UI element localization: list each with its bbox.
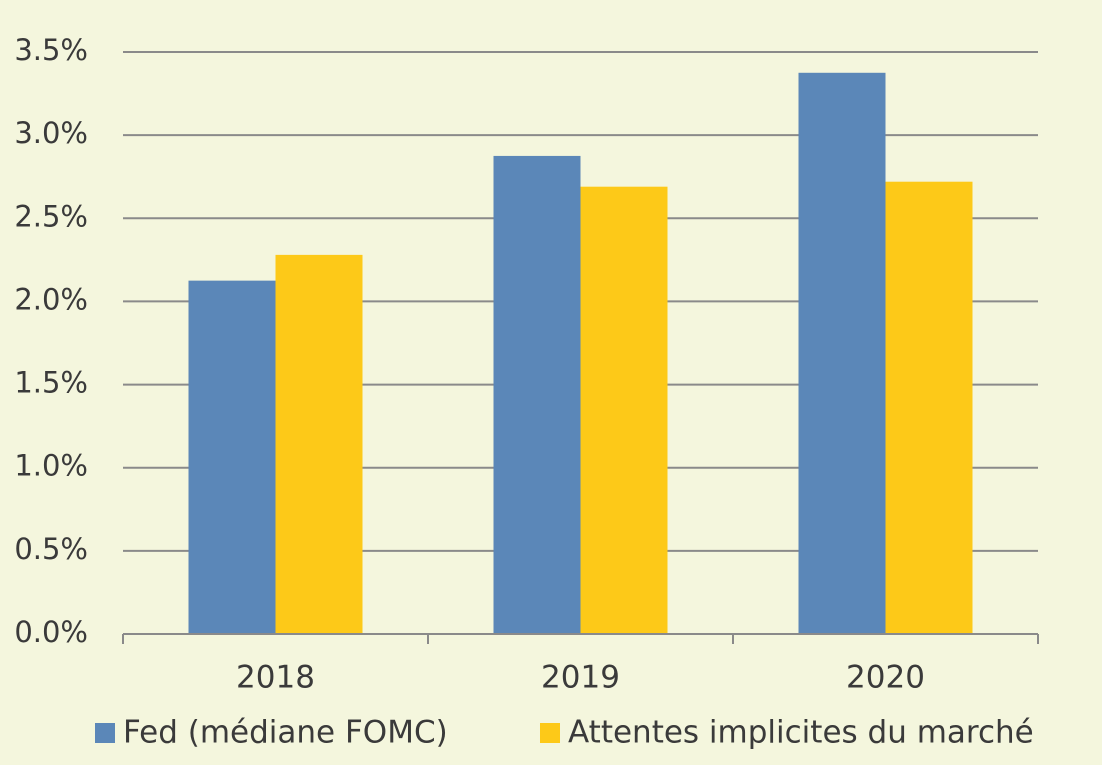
legend-swatch: [540, 723, 560, 743]
x-tick-label: 2019: [541, 660, 620, 696]
legend-swatch: [95, 723, 115, 743]
bar: [275, 254, 363, 634]
y-tick-label: 2.5%: [14, 199, 88, 233]
y-tick-label: 3.0%: [14, 116, 88, 150]
x-tick-label: 2020: [846, 660, 925, 696]
y-tick-label: 0.5%: [14, 532, 88, 566]
y-tick-label: 1.0%: [14, 449, 88, 483]
bar: [885, 181, 973, 634]
bar: [798, 72, 886, 635]
y-tick-label: 0.0%: [14, 615, 88, 649]
legend-label: Attentes implicites du marché: [568, 715, 1034, 751]
bar: [493, 155, 581, 634]
legend-label: Fed (médiane FOMC): [123, 715, 448, 751]
y-tick-label: 3.5%: [14, 33, 88, 67]
bar: [188, 280, 276, 634]
y-tick-label: 2.0%: [14, 282, 88, 316]
bar: [580, 186, 668, 635]
x-tick-label: 2018: [236, 660, 315, 696]
y-tick-label: 1.5%: [14, 366, 88, 400]
